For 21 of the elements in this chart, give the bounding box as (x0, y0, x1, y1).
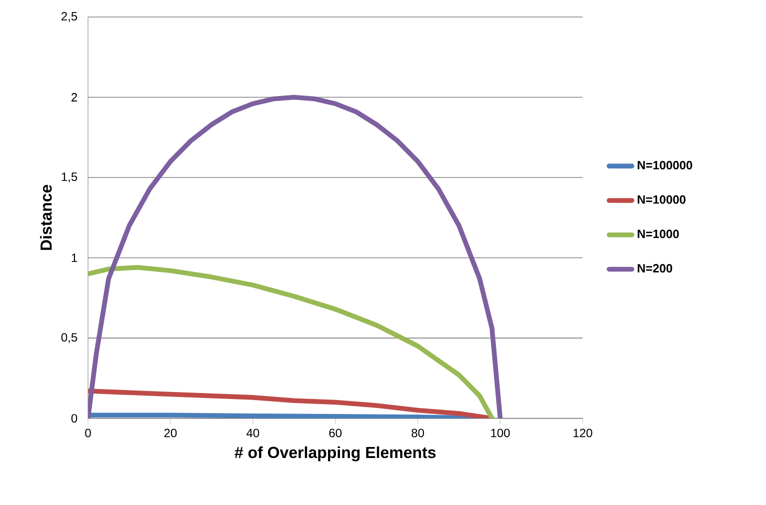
y-tick-label: 0 (71, 414, 78, 423)
line-series (88, 94, 503, 418)
y-tick-label: 0,5 (61, 333, 78, 343)
x-tick-label: 60 (329, 428, 342, 438)
x-tick-label: 0 (85, 428, 91, 438)
x-tick-label: 120 (574, 428, 592, 438)
x-tick-label: 100 (491, 428, 510, 438)
x-tick-label: 20 (164, 428, 177, 438)
y-axis-title: Distance (40, 184, 52, 250)
y-tick-label: 1,5 (62, 172, 78, 182)
x-axis-title: # of Overlapping Elements (234, 446, 436, 462)
legend-label: N=200 (638, 264, 672, 273)
y-tick-label: 1 (72, 254, 78, 262)
x-tick-label: 40 (246, 428, 260, 438)
legend-label: N=10000 (638, 195, 686, 204)
y-tick-label: 2,5 (62, 12, 78, 22)
y-tick-label: 2 (72, 93, 77, 102)
legend-label: N=100000 (638, 160, 692, 170)
legend-label: N=1000 (638, 230, 679, 238)
line-series (88, 265, 494, 418)
x-tick-label: 80 (412, 428, 424, 438)
